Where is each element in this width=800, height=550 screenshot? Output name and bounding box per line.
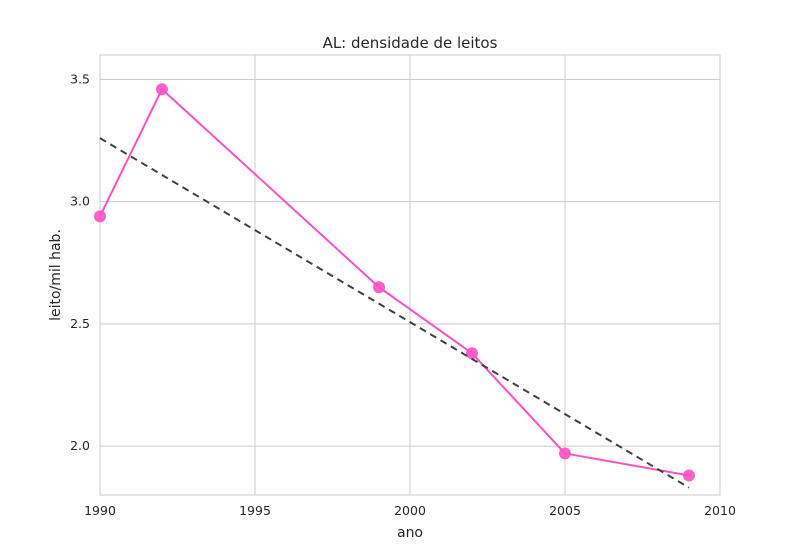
series-layer [94,83,695,489]
y-tick-label: 2.0 [70,438,90,453]
data-point [156,83,168,96]
data-point [373,281,385,294]
plot-frame [99,54,721,496]
trend-line [99,137,690,489]
data-point [683,469,695,482]
data-point [466,347,478,360]
data-point [94,210,106,223]
x-tick-label: 2010 [704,503,736,518]
y-tick-label: 2.5 [70,316,90,331]
x-tick-label: 2005 [549,503,581,518]
series-line [99,88,690,477]
chart-title: AL: densidade de leitos [323,34,498,52]
data-point [559,447,571,460]
x-tick-label: 1990 [84,503,116,518]
tick-labels: 1990 1995 2000 2005 2010 2.0 2.5 3.0 3.5 [70,71,736,518]
y-axis-label: leito/mil hab. [48,229,64,321]
y-tick-label: 3.5 [70,71,90,86]
x-axis-label: ano [397,525,423,541]
x-tick-label: 2000 [394,503,426,518]
x-tick-label: 1995 [239,503,271,518]
y-tick-label: 3.0 [70,194,90,209]
